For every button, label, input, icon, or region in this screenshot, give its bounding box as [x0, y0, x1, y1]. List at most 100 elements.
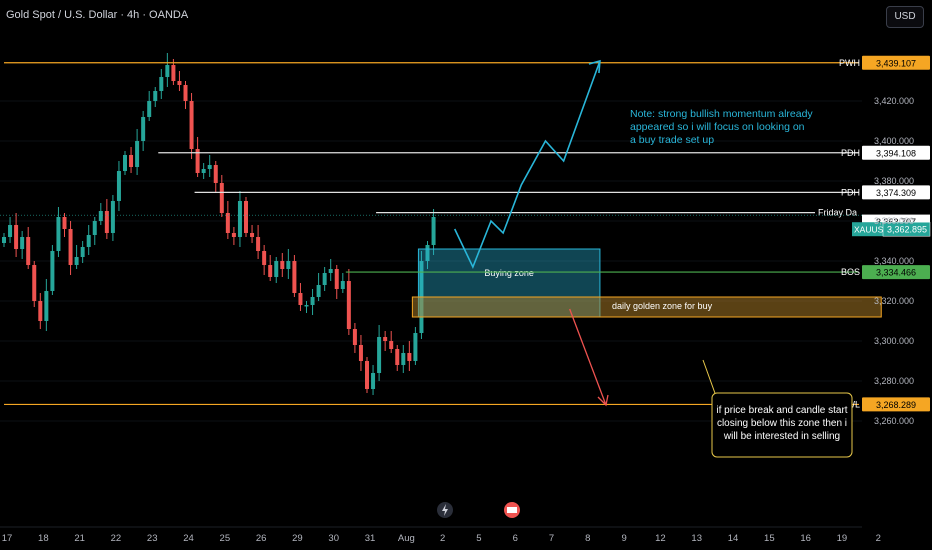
y-tick-label: 3,380.000	[874, 176, 914, 186]
x-tick-label: 22	[111, 533, 122, 544]
x-tick-label: 6	[513, 533, 518, 544]
candle-body	[213, 165, 218, 183]
x-tick-label: 26	[256, 533, 267, 544]
candle-body	[2, 237, 6, 243]
y-tick-label: 3,400.000	[874, 136, 914, 146]
candle-body	[401, 353, 406, 365]
level-name: PDH	[841, 187, 860, 197]
candle-body	[298, 293, 303, 305]
x-tick-label: Aug	[398, 533, 415, 544]
y-tick-label: 3,260.000	[874, 416, 914, 426]
x-tick-label: 23	[147, 533, 158, 544]
x-tick-label: 15	[764, 533, 775, 544]
candle-body	[431, 217, 436, 245]
current-symbol: XAUUSD	[854, 225, 889, 235]
candle-body	[8, 225, 13, 237]
golden-zone-box	[411, 296, 882, 318]
candle-body	[371, 373, 376, 389]
price-tag-bg	[862, 397, 930, 412]
x-tick-label: 2	[876, 533, 881, 544]
candle-body	[44, 291, 49, 321]
candle-body	[358, 345, 363, 361]
candle-body	[286, 261, 291, 269]
y-tick-label: 3,280.000	[874, 376, 914, 386]
candle-body	[328, 269, 333, 273]
level-name: BOS	[841, 267, 860, 277]
candle-body	[310, 297, 315, 305]
price-tag-label: 3,374.309	[876, 188, 916, 198]
flag-stripe	[507, 507, 517, 513]
candle-body	[38, 301, 43, 321]
sell-callout-line: closing below this zone then i	[717, 418, 847, 429]
candle-body	[346, 281, 351, 329]
candle-body	[280, 261, 285, 269]
candle-body	[292, 261, 297, 293]
candle-body	[189, 101, 194, 149]
candle-body	[383, 337, 388, 341]
projection-down-path	[569, 308, 607, 406]
candle-body	[80, 247, 85, 257]
current-price-box	[882, 221, 931, 237]
candle-body	[153, 91, 158, 101]
x-tick-label: 9	[621, 533, 626, 544]
candle-body	[165, 65, 170, 77]
projection-up-path	[454, 60, 601, 270]
candle-body	[147, 101, 152, 117]
golden-zone-label: daily golden zone for buy	[612, 301, 713, 311]
candle-body	[56, 217, 61, 251]
candle-body	[32, 265, 37, 301]
candle-body	[68, 229, 73, 265]
y-tick-label: 3,340.000	[874, 256, 914, 266]
candle-body	[407, 353, 412, 361]
x-tick-label: 8	[585, 533, 590, 544]
candle-body	[262, 251, 267, 265]
level-name: Friday Da	[818, 208, 857, 218]
x-tick-label: 21	[74, 533, 85, 544]
candle-body	[50, 251, 55, 291]
candle-body	[256, 237, 261, 251]
price-tag-label: 3,439.107	[876, 58, 916, 68]
price-tag-bg	[862, 265, 930, 280]
current-price-label: 3,362.895	[887, 225, 927, 235]
price-tag-label: 3,268.289	[876, 400, 916, 410]
candle-body	[177, 81, 182, 85]
sell-callout-line: if price break and candle start	[716, 405, 847, 416]
x-tick-label: 2	[440, 533, 445, 544]
x-tick-label: 7	[549, 533, 554, 544]
x-tick-label: 19	[837, 533, 848, 544]
candle-body	[92, 221, 97, 235]
level-name: PDH	[841, 148, 860, 158]
x-tick-label: 25	[220, 533, 231, 544]
x-tick-label: 24	[183, 533, 194, 544]
candle-body	[237, 201, 242, 237]
candle-body	[123, 155, 127, 171]
candle-body	[20, 237, 25, 249]
candle-body	[98, 211, 103, 221]
sell-callout-box	[711, 392, 853, 458]
candle-body	[244, 201, 248, 233]
candle-body	[86, 235, 91, 247]
x-tick-label: 18	[38, 533, 49, 544]
candle-body	[340, 281, 345, 289]
candle-body	[207, 165, 212, 169]
lightning-glyph	[442, 504, 448, 516]
candle-body	[135, 141, 140, 167]
candle-body	[201, 169, 206, 173]
level-name: PWH	[839, 58, 860, 68]
y-tick-label: 3,420.000	[874, 96, 914, 106]
price-tag-bg	[862, 185, 930, 200]
x-tick-label: 14	[728, 533, 739, 544]
x-tick-label: 5	[476, 533, 481, 544]
candle-body	[104, 211, 109, 233]
candle-body	[413, 333, 418, 361]
x-tick-label: 30	[328, 533, 339, 544]
candle-body	[195, 149, 200, 173]
candle-body	[231, 233, 236, 237]
currency-button[interactable]: USD	[886, 6, 924, 28]
note-text-line: a buy trade set up	[630, 134, 714, 146]
candle-body	[26, 237, 31, 265]
price-tag-bg	[862, 145, 930, 160]
candle-body	[14, 225, 19, 249]
candle-body	[352, 329, 357, 345]
